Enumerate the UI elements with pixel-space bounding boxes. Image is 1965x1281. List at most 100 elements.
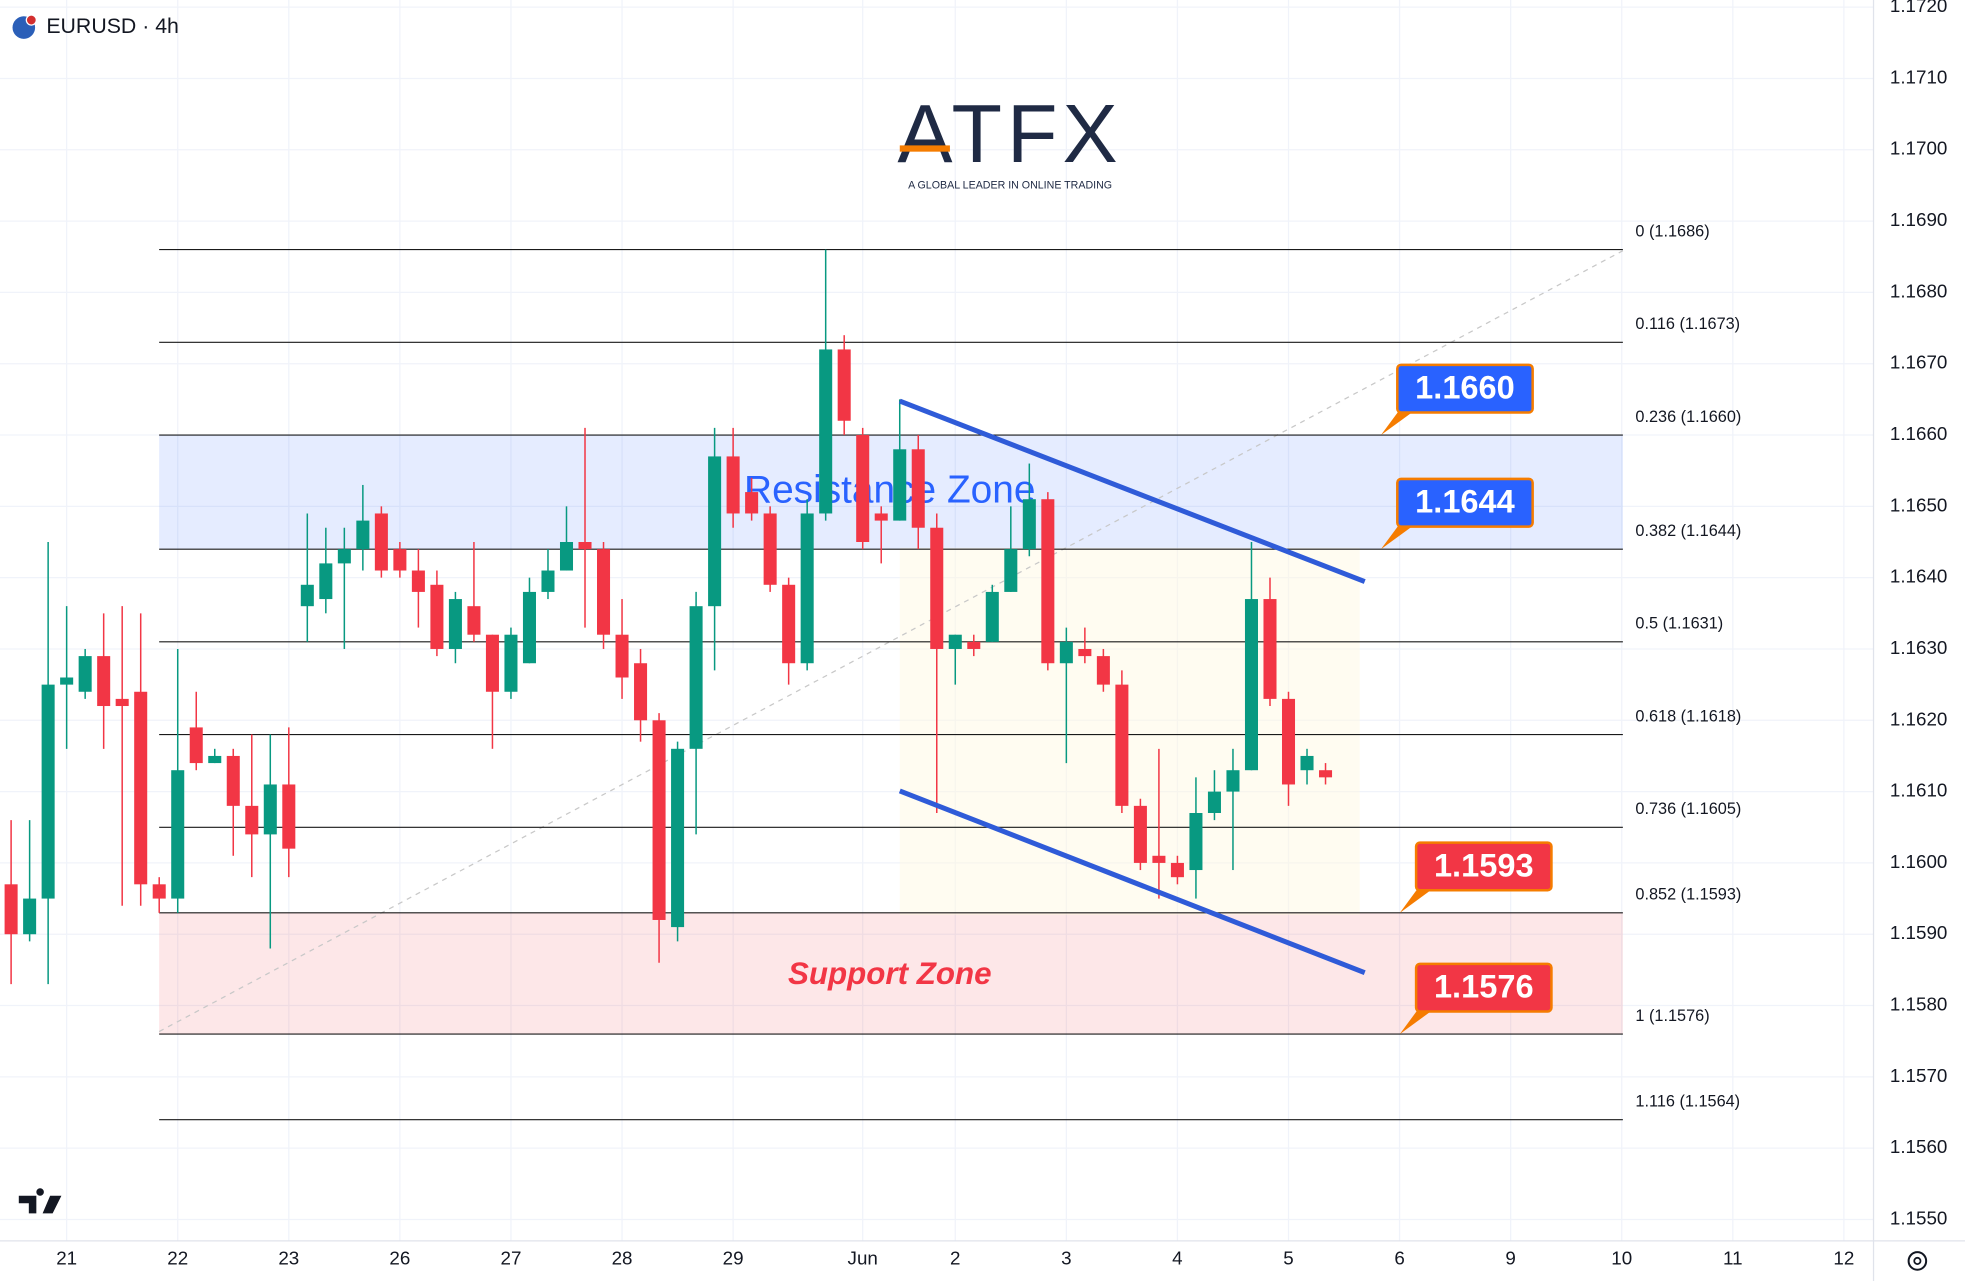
y-tick-label: 1.1680 (1890, 280, 1947, 301)
candle-body (430, 584, 444, 649)
channel-upper (898, 398, 1366, 584)
candle-body (745, 492, 759, 514)
candle-body (559, 541, 574, 571)
candle-body (448, 599, 462, 649)
candle-body (78, 656, 92, 692)
candles (4, 249, 1333, 985)
y-tick-label: 1.1550 (1890, 1207, 1947, 1228)
callout-pointer (1399, 1010, 1433, 1035)
candle-body (208, 755, 222, 764)
y-tick-label: 1.1660 (1890, 423, 1947, 444)
zone (159, 435, 1623, 550)
x-tick-label: 4 (1172, 1248, 1182, 1269)
candle-body (541, 570, 555, 592)
candle-body (1078, 648, 1092, 657)
symbol-title: EURUSD · 4h (46, 14, 179, 38)
fib-label: 0.5 (1.1631) (1635, 615, 1723, 633)
candle-body (597, 549, 611, 635)
settings-icon[interactable] (1907, 1251, 1928, 1271)
fib-label: 0 (1.1686) (1635, 222, 1709, 240)
candle-body (1133, 805, 1147, 863)
candle-body (1004, 549, 1018, 592)
candle-body (4, 884, 18, 935)
x-tick-label: 10 (1611, 1248, 1632, 1269)
y-tick-label: 1.1700 (1890, 138, 1947, 159)
candle-body (763, 513, 777, 585)
y-tick-label: 1.1710 (1890, 66, 1947, 87)
callout-box (1414, 841, 1553, 892)
symbol-icon (25, 14, 37, 26)
candle-body (893, 449, 907, 521)
callout-box (1396, 363, 1534, 414)
y-tick-label: 1.1610 (1890, 780, 1947, 801)
y-tick-label: 1.1560 (1890, 1136, 1947, 1157)
candle-body (485, 634, 499, 692)
candle-body (967, 641, 981, 649)
candle-body (634, 663, 648, 721)
candle-body (189, 727, 203, 764)
fib-label: 0.736 (1.1605) (1635, 800, 1741, 818)
y-tick-label: 1.1570 (1890, 1065, 1947, 1086)
callout-pointer (1381, 411, 1414, 436)
candle-body (41, 684, 55, 899)
price-callouts: 1.1660 1.1644 1.1593 1.1576 (1381, 363, 1553, 1035)
y-tick-label: 1.1670 (1890, 352, 1947, 373)
candle-body (1041, 499, 1055, 664)
callout-label: 1.1644 (1415, 484, 1515, 520)
callout-label: 1.1660 (1415, 370, 1515, 406)
x-tick-label: 5 (1283, 1248, 1293, 1269)
logo-tagline: A GLOBAL LEADER IN ONLINE TRADING (908, 179, 1112, 191)
candle-body (393, 549, 407, 571)
y-tick-label: 1.1720 (1890, 0, 1947, 16)
logo-brand: ATFX (897, 87, 1122, 180)
candle-body (1170, 862, 1184, 878)
x-tick-label: 2 (950, 1248, 960, 1269)
fib-label: 1.116 (1.1564) (1635, 1092, 1740, 1110)
candle-body (856, 435, 870, 542)
candle-body (615, 634, 629, 678)
settings-gear[interactable] (1907, 1251, 1928, 1271)
x-tick-label: 27 (501, 1248, 522, 1269)
x-tick-label: 12 (1833, 1248, 1854, 1269)
candle-body (522, 591, 536, 664)
candle-body (1022, 499, 1036, 550)
callout-pointer (1399, 889, 1433, 913)
logo: ATFX A GLOBAL LEADER IN ONLINE TRADING (897, 87, 1122, 191)
candle-body (1281, 698, 1296, 785)
candle-body (1244, 599, 1258, 771)
candle-body (97, 656, 111, 707)
x-tick-label: 3 (1061, 1248, 1071, 1269)
candle-body (874, 513, 888, 521)
candle-body (300, 584, 314, 607)
x-tick-label: 6 (1394, 1248, 1404, 1269)
candle-body (800, 513, 814, 664)
candle-body (115, 698, 129, 707)
fib-label: 0.236 (1.1660) (1635, 408, 1741, 426)
candle-body (1189, 812, 1203, 871)
x-tick-label: 21 (56, 1248, 77, 1269)
y-tick-label: 1.1600 (1890, 851, 1947, 872)
tv-logo-mark (18, 1188, 62, 1214)
candle-body (1152, 855, 1166, 863)
zone (159, 912, 1623, 1035)
y-tick-label: 1.1580 (1890, 994, 1947, 1015)
candle-body (1226, 770, 1240, 792)
candle-body (819, 349, 833, 514)
candle-body (23, 898, 37, 935)
candle-body (152, 884, 166, 899)
candle-body (782, 584, 796, 664)
candle-body (226, 755, 240, 806)
x-tick-label: 28 (612, 1248, 633, 1269)
candle-body (1207, 791, 1221, 813)
candle-body (578, 541, 592, 550)
fib-label: 1 (1.1576) (1635, 1007, 1709, 1025)
candle-body (911, 449, 925, 528)
x-tick-label: 22 (167, 1248, 188, 1269)
candle-body (171, 770, 185, 899)
x-tick-label: 11 (1723, 1248, 1742, 1269)
candle-body (282, 784, 296, 849)
candle-body (1263, 599, 1277, 699)
